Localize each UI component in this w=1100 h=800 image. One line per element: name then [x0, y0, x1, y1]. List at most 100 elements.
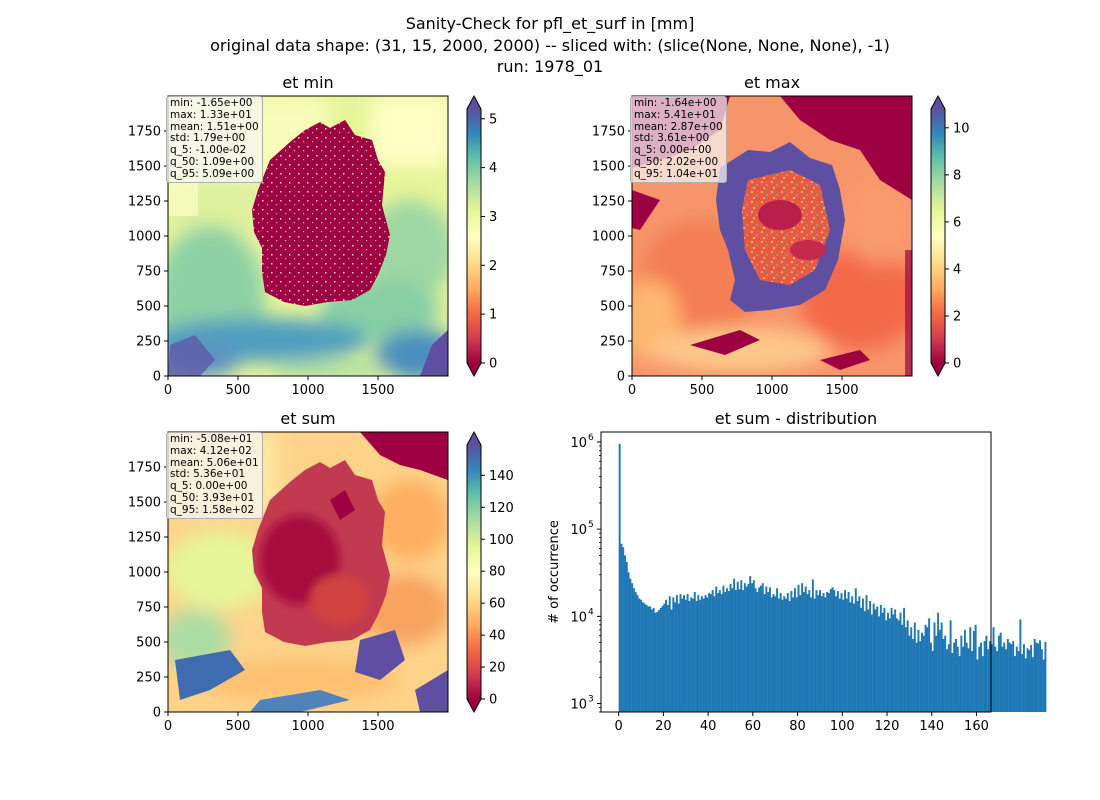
histogram-bar: [743, 583, 746, 712]
histogram-bar: [795, 597, 798, 712]
histogram-bar: [863, 611, 866, 712]
histogram-bar: [881, 612, 884, 712]
x-tick-label: 1500: [361, 383, 394, 398]
histogram-bar: [949, 620, 952, 712]
histogram-bar: [736, 581, 739, 712]
histogram-bar: [704, 595, 707, 712]
y-tick-exponent: 6: [588, 433, 594, 443]
histogram-bar: [963, 629, 966, 712]
histogram-bar: [770, 597, 773, 712]
histogram-bar: [726, 588, 728, 712]
colorbar-et-sum: 0 20 40 60 80 100 120 140: [466, 430, 514, 714]
histogram-bar: [810, 597, 813, 712]
histogram-bar: [869, 600, 872, 712]
stat-line: max: 5.41e+01: [634, 108, 716, 121]
colorbar-tick-label: 5: [489, 112, 497, 127]
panel-title-et-sum: et sum: [280, 409, 335, 428]
colorbar-tick-label: 140: [489, 469, 514, 484]
histogram-bar: [1030, 644, 1033, 712]
histogram-bar: [879, 604, 882, 712]
histogram-bar: [751, 583, 753, 712]
histogram-bar: [1014, 656, 1016, 712]
histogram-bar: [663, 603, 666, 712]
colorbar-tick-label: 6: [953, 215, 961, 230]
histogram-bar: [793, 588, 796, 712]
histogram-bar: [938, 629, 941, 712]
histogram-bar: [693, 592, 696, 712]
x-tick-label: 500: [226, 719, 251, 734]
histogram-bar: [962, 646, 965, 712]
y-tick-label: 10: [570, 698, 587, 713]
histogram-bar: [1028, 650, 1031, 712]
histogram-bar: [913, 622, 916, 712]
histogram-bar: [829, 589, 832, 712]
histogram-bar: [658, 610, 660, 712]
histogram-bar: [808, 590, 811, 712]
histogram-bar: [922, 635, 925, 712]
histogram-bar: [878, 616, 881, 712]
histogram-bar: [845, 598, 848, 712]
stats-box-et-min: min: -1.65e+00 max: 1.33e+01 mean: 1.51e…: [166, 96, 263, 183]
histogram-bar: [740, 580, 743, 712]
histogram-bar: [813, 598, 816, 712]
x-tick-label: 1000: [291, 719, 324, 734]
histogram-bar: [634, 592, 637, 712]
histogram-bar: [849, 602, 852, 712]
histogram-bar: [774, 596, 777, 712]
x-tick-label: 160: [964, 719, 989, 734]
histogram-bar: [860, 607, 863, 712]
histogram-bar: [861, 598, 864, 712]
histogram-bar: [944, 635, 947, 712]
histogram-bar: [858, 596, 861, 712]
histogram-bar: [856, 600, 859, 712]
histogram-bar: [692, 598, 694, 712]
histogram-bar: [890, 607, 893, 712]
x-tick-label: 1000: [291, 383, 324, 398]
histogram-bar: [921, 632, 923, 712]
stat-line: q_50: 3.93e+01: [170, 491, 255, 504]
histogram-bar: [632, 588, 635, 712]
histogram-bar: [785, 598, 787, 712]
histogram-bar: [1044, 641, 1047, 712]
histogram-bar: [638, 598, 641, 712]
histogram-bar: [969, 627, 972, 712]
stat-line: max: 4.12e+02: [170, 444, 252, 457]
histogram-bar: [622, 547, 625, 712]
histogram-bar: [940, 622, 943, 712]
histogram-bar: [917, 629, 920, 712]
y-tick-label: 1000: [128, 566, 161, 581]
histogram-bar: [690, 597, 693, 712]
stat-line: q_50: 1.09e+00: [170, 155, 255, 168]
y-tick-label: 250: [136, 671, 161, 686]
histogram-bar: [1024, 658, 1027, 712]
colorbar-tick-label: 80: [489, 565, 506, 580]
histogram-bar: [688, 600, 691, 712]
histogram-bar: [838, 598, 841, 712]
histogram-bar: [722, 585, 725, 712]
colorbar-tick-label: 0: [953, 357, 961, 372]
heatmap-et-max-image: [632, 96, 912, 376]
histogram-bar: [727, 591, 730, 712]
histogram-bar: [1006, 638, 1009, 712]
histogram-bar: [1010, 644, 1013, 712]
histogram-bar: [874, 609, 877, 712]
histogram-bar: [756, 592, 759, 712]
y-tick-label: 0: [153, 706, 161, 721]
histogram-bar: [790, 591, 793, 712]
x-tick-label: 500: [226, 383, 251, 398]
histogram-bar: [747, 583, 750, 712]
histogram-bar: [906, 620, 909, 712]
x-tick-label: 120: [875, 719, 900, 734]
stat-line: q_5: 0.00e+00: [634, 144, 712, 157]
y-tick-label: 500: [600, 300, 625, 315]
histogram-bar: [786, 593, 789, 712]
colorbar-tick-label: 4: [489, 161, 497, 176]
histogram-bar: [960, 635, 963, 712]
histogram-bar: [910, 627, 913, 712]
histogram-bar: [765, 586, 768, 712]
histogram-bar: [983, 641, 986, 712]
histogram-bar: [656, 612, 659, 712]
histogram-bar: [847, 592, 850, 712]
histogram-bar: [767, 592, 770, 712]
